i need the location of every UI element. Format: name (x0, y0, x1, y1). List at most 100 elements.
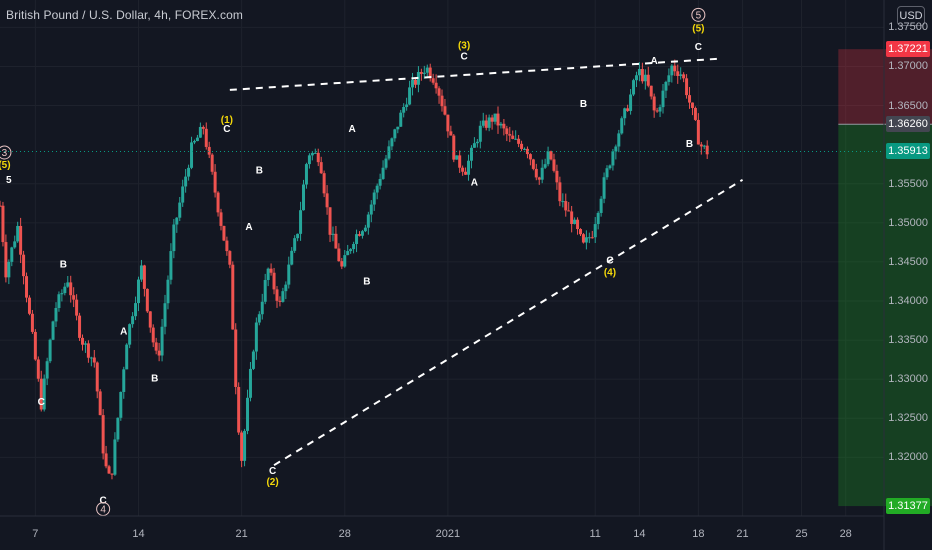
candle-body (42, 378, 46, 410)
candle-body (125, 344, 129, 370)
candle-body (558, 182, 562, 202)
stop-loss-zone (838, 49, 932, 125)
candle-body (260, 301, 264, 315)
candle-body (472, 143, 476, 148)
candle-body (48, 339, 52, 362)
candle-body (325, 193, 329, 208)
candle-body (620, 118, 624, 134)
price-tick-label: 1.32500 (888, 412, 928, 425)
candle-body (608, 165, 612, 169)
candle-body (369, 204, 373, 215)
candle-body (154, 342, 158, 351)
candle-body (705, 145, 709, 155)
candle-body (408, 87, 412, 105)
wave-degree-label: (1) (221, 115, 233, 126)
candle-body (381, 167, 385, 179)
price-tick-label: 1.35500 (888, 177, 928, 190)
wave-letter-label: A (349, 124, 356, 135)
candle-body (290, 250, 294, 265)
wave-circle (0, 145, 12, 160)
candle-body (478, 125, 482, 142)
candle-body (584, 237, 588, 243)
candle-body (45, 361, 49, 379)
candle-body (27, 297, 31, 314)
candle-body (319, 162, 323, 174)
candle-body (487, 117, 491, 128)
wave-letter-label: B (580, 99, 587, 110)
candle-body (528, 154, 532, 160)
candle-body (187, 167, 191, 177)
currency-button[interactable]: USD (897, 6, 925, 26)
date-tick-label: 18 (692, 528, 705, 540)
candle-body (151, 327, 155, 343)
candle-body (287, 264, 291, 285)
candle-body (632, 80, 636, 95)
candle-body (458, 155, 462, 168)
candle-body (251, 351, 255, 369)
candle-body (679, 74, 683, 76)
candle-body (411, 79, 415, 88)
candle-body (246, 397, 250, 431)
candle-body (549, 151, 553, 160)
candle-body (69, 282, 73, 296)
candle-body (452, 135, 456, 160)
candle-body (378, 178, 382, 186)
candle-body (231, 264, 235, 330)
candlestick-series (0, 59, 709, 480)
trendline (229, 57, 721, 91)
candle-body (113, 439, 117, 475)
candle-body (107, 466, 111, 474)
candle-body (207, 146, 211, 155)
candle-body (676, 71, 680, 76)
candle-body (611, 151, 615, 166)
candle-body (570, 211, 574, 224)
wave-degree-label: (3) (458, 41, 470, 52)
candle-body (673, 65, 677, 72)
candle-body (537, 177, 541, 180)
price-tick-label: 1.37500 (888, 21, 928, 34)
candle-body (670, 65, 674, 76)
wave-letter-label: B (686, 139, 693, 150)
candle-body (139, 265, 143, 280)
wave-letter-label: C (460, 52, 467, 63)
wave-circle (96, 501, 111, 516)
candle-body (10, 247, 14, 262)
candle-body (596, 212, 600, 225)
candle-body (696, 119, 700, 145)
candle-body (257, 314, 261, 323)
candle-body (587, 237, 591, 239)
candle-body (22, 254, 26, 277)
candle-body (57, 294, 61, 309)
candle-body (652, 96, 656, 111)
candle-body (39, 378, 43, 410)
candle-body (682, 74, 686, 79)
candle-body (576, 219, 580, 230)
candle-body (481, 120, 485, 126)
symbol-title[interactable]: British Pound / U.S. Dollar, 4h, FOREX.c… (6, 8, 243, 22)
candle-body (328, 207, 332, 235)
wave-degree-label: (4) (604, 267, 616, 278)
candle-body (334, 233, 338, 249)
candle-body (629, 94, 633, 111)
candle-body (573, 219, 577, 224)
candle-body (234, 329, 238, 387)
candle-body (72, 295, 76, 300)
date-tick-label: 2021 (435, 528, 461, 540)
candle-body (419, 72, 423, 74)
candle-body (122, 369, 126, 392)
candle-body (307, 155, 311, 165)
candle-body (399, 112, 403, 127)
candle-body (664, 81, 668, 91)
candle-body (219, 212, 223, 226)
candle-body (228, 251, 232, 265)
candle-body (4, 242, 8, 278)
price-tick-label: 1.35000 (888, 216, 928, 229)
candle-body (160, 326, 164, 356)
price-tick-label: 1.34500 (888, 255, 928, 268)
candle-body (490, 117, 494, 122)
price-badge: 1.31377 (886, 498, 930, 515)
date-tick-label: 11 (589, 528, 601, 540)
candle-body (54, 308, 58, 322)
